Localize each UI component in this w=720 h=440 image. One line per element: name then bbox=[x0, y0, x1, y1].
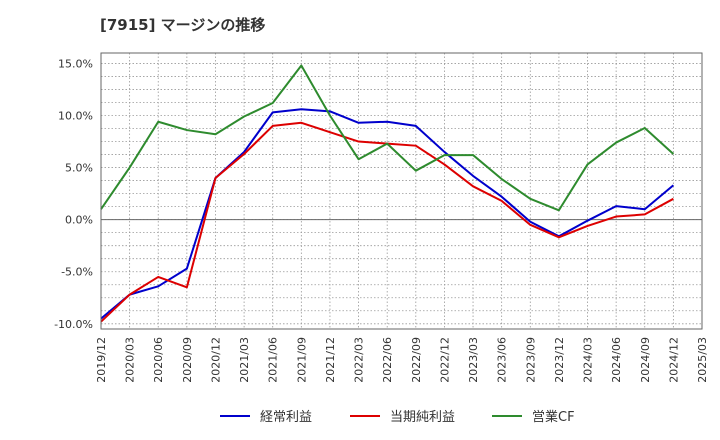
y-tick-label: 10.0% bbox=[58, 109, 93, 122]
series-line bbox=[100, 108, 675, 320]
y-tick-label: 15.0% bbox=[58, 57, 93, 70]
x-tick-label: 2024/06 bbox=[610, 337, 623, 383]
x-tick-label: 2022/09 bbox=[410, 337, 423, 383]
chart-title: [7915] マージンの推移 bbox=[100, 16, 266, 34]
x-tick-label: 2020/03 bbox=[124, 337, 137, 383]
x-tick-label: 2024/12 bbox=[667, 337, 680, 383]
series-line bbox=[100, 64, 675, 212]
legend-label: 経常利益 bbox=[260, 410, 312, 425]
legend: 経常利益 当期純利益 営業CF bbox=[220, 409, 575, 425]
plot-border bbox=[100, 52, 703, 330]
y-tick-label: -5.0% bbox=[61, 266, 93, 279]
x-tick-label: 2024/03 bbox=[582, 337, 595, 383]
y-axis-tick-labels: 15.0% 10.0% 5.0% 0.0% -5.0% -10.0% bbox=[54, 57, 93, 330]
x-tick-label: 2020/09 bbox=[181, 337, 194, 383]
legend-label: 当期純利益 bbox=[390, 410, 455, 425]
x-tick-label: 2022/12 bbox=[438, 337, 451, 383]
x-tick-label: 2021/03 bbox=[238, 337, 251, 383]
x-tick-label: 2021/12 bbox=[324, 337, 337, 383]
x-tick-label: 2021/06 bbox=[267, 337, 280, 383]
plot-area bbox=[101, 53, 702, 329]
x-tick-label: 2021/09 bbox=[295, 337, 308, 383]
x-tick-label: 2023/12 bbox=[553, 337, 566, 383]
x-axis-tick-labels: 2019/12 2020/03 2020/06 2020/09 2020/12 2021/… bbox=[95, 337, 709, 383]
x-tick-label: 2023/09 bbox=[524, 337, 537, 383]
y-tick-label: 5.0% bbox=[65, 162, 93, 175]
legend-label: 営業CF bbox=[532, 409, 575, 425]
x-tick-label: 2020/12 bbox=[209, 337, 222, 383]
grid-lines bbox=[101, 53, 702, 329]
x-tick-label: 2020/06 bbox=[152, 337, 165, 383]
y-tick-label: -10.0% bbox=[54, 318, 93, 331]
x-tick-label: 2024/09 bbox=[639, 337, 652, 383]
x-tick-label: 2025/03 bbox=[696, 337, 709, 383]
x-tick-label: 2023/03 bbox=[467, 337, 480, 383]
x-tick-label: 2022/03 bbox=[353, 337, 366, 383]
y-tick-label: 0.0% bbox=[65, 214, 93, 227]
x-tick-label: 2023/06 bbox=[496, 337, 509, 383]
series-lines bbox=[100, 64, 675, 323]
x-tick-label: 2022/06 bbox=[381, 337, 394, 383]
x-tick-label: 2019/12 bbox=[95, 337, 108, 383]
